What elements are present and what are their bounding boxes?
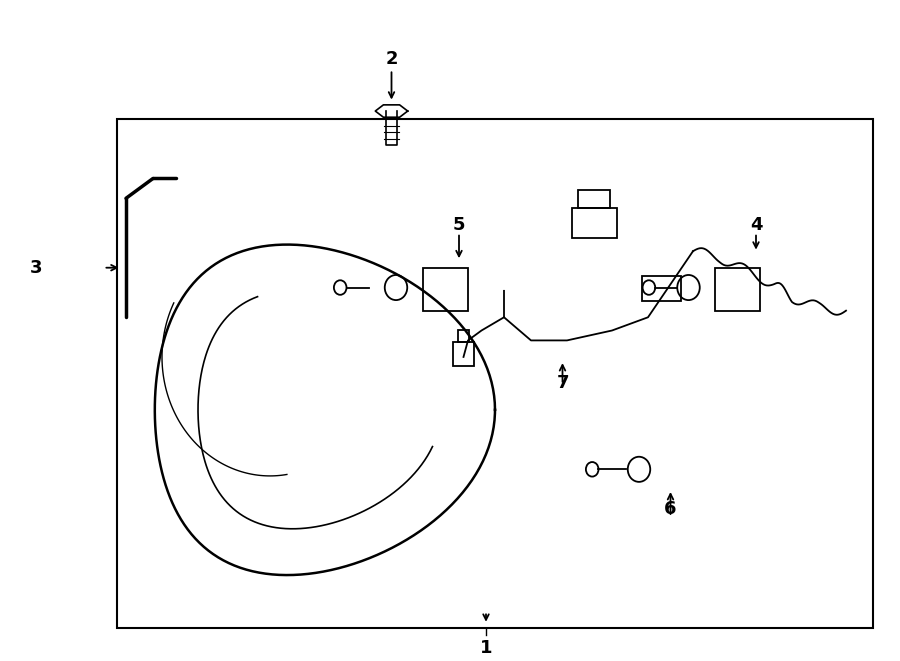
- Bar: [453, 342, 474, 366]
- Bar: [458, 330, 469, 342]
- Text: 4: 4: [750, 215, 762, 234]
- Text: 5: 5: [453, 215, 465, 234]
- Bar: [572, 208, 616, 238]
- Text: 2: 2: [385, 50, 398, 69]
- Ellipse shape: [643, 280, 655, 295]
- Bar: [423, 268, 468, 311]
- Ellipse shape: [586, 462, 598, 477]
- Ellipse shape: [334, 280, 346, 295]
- Bar: [117, 119, 873, 628]
- Bar: [578, 190, 610, 208]
- Bar: [716, 268, 760, 311]
- Text: 6: 6: [664, 500, 677, 518]
- Text: 7: 7: [556, 374, 569, 393]
- Bar: [642, 276, 681, 301]
- Text: 3: 3: [30, 258, 42, 277]
- Text: 1: 1: [480, 639, 492, 657]
